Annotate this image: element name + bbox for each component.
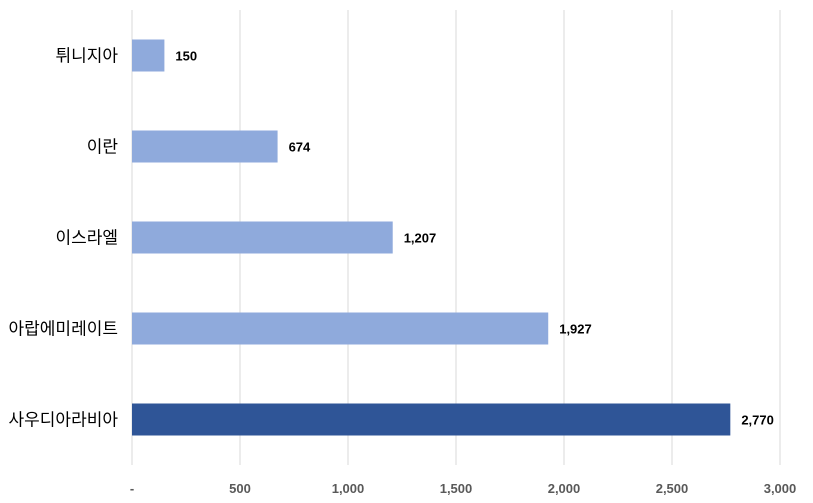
x-tick-label: 3,000 — [764, 481, 797, 496]
bar — [132, 403, 731, 436]
data-label: 1,927 — [559, 322, 592, 337]
category-label: 아랍에미레이트 — [9, 320, 118, 339]
data-label: 150 — [175, 49, 197, 64]
x-tick-label: 500 — [229, 481, 251, 496]
bar — [132, 130, 278, 163]
data-label: 674 — [289, 140, 311, 155]
category-label: 튀니지아 — [55, 47, 118, 66]
category-label: 이란 — [87, 138, 119, 157]
category-label: 사우디아라비아 — [9, 411, 119, 430]
x-tick-label: 1,500 — [440, 481, 473, 496]
bar — [132, 221, 393, 254]
x-tick-label: 2,500 — [656, 481, 689, 496]
x-tick-label: 1,000 — [332, 481, 365, 496]
bar — [132, 39, 165, 72]
x-tick-label: - — [130, 481, 134, 496]
x-tick-label: 2,000 — [548, 481, 581, 496]
data-label: 2,770 — [741, 413, 774, 428]
bar — [132, 312, 549, 345]
data-label: 1,207 — [404, 231, 437, 246]
category-label: 이스라엘 — [55, 229, 118, 248]
